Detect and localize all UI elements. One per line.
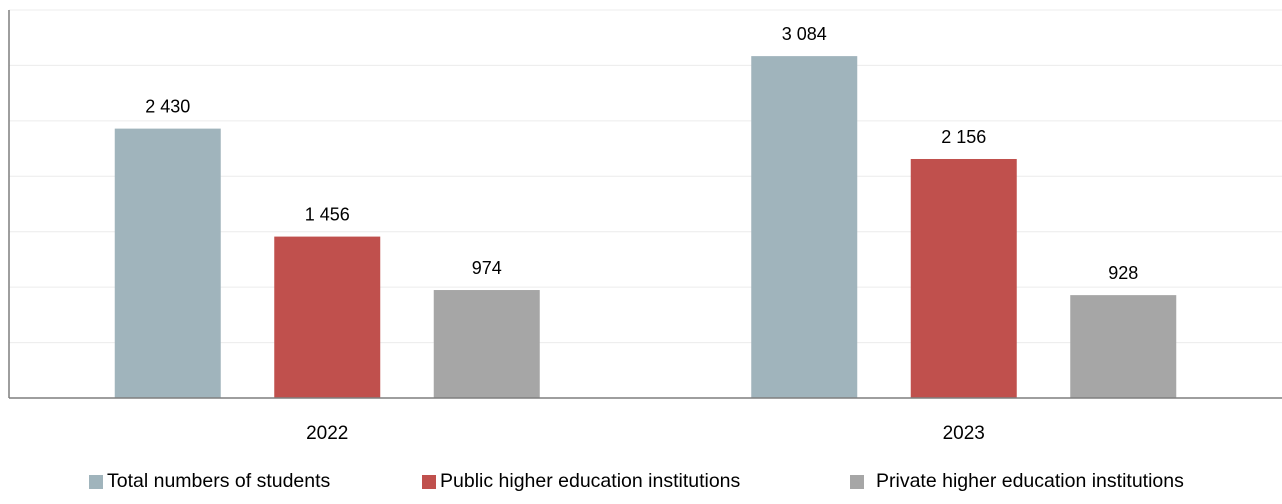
data-label-private-2022: 974 — [472, 258, 502, 278]
legend-swatch-public — [422, 475, 436, 489]
bar-private-2023 — [1070, 295, 1176, 398]
legend-label-public: Public higher education institutions — [440, 470, 740, 493]
bar-chart: 2 430 1 456 974 3 084 2 156 928 2022 2023 — [0, 0, 1282, 470]
data-label-public-2023: 2 156 — [941, 127, 986, 147]
bar-public-2023 — [911, 159, 1017, 398]
legend-item-total: Total numbers of students — [89, 470, 330, 493]
data-label-total-2023: 3 084 — [782, 24, 827, 44]
x-tick-label-2023: 2023 — [943, 423, 985, 444]
legend-swatch-private — [850, 475, 864, 489]
bar-total-2023 — [751, 56, 857, 398]
legend-label-total: Total numbers of students — [107, 470, 330, 493]
data-label-total-2022: 2 430 — [145, 97, 190, 117]
legend-item-private: Private higher education institutions — [850, 470, 1184, 493]
legend-label-private: Private higher education institutions — [876, 470, 1184, 493]
x-tick-labels: 2022 2023 — [306, 423, 985, 444]
legend-item-public: Public higher education institutions — [422, 470, 740, 493]
bar-private-2022 — [434, 290, 540, 398]
bar-total-2022 — [115, 129, 221, 398]
data-label-public-2022: 1 456 — [305, 205, 350, 225]
bars — [115, 56, 1177, 398]
legend-swatch-total — [89, 475, 103, 489]
x-tick-label-2022: 2022 — [306, 423, 348, 444]
legend: Total numbers of students Public higher … — [0, 470, 1282, 500]
bar-public-2022 — [274, 237, 380, 398]
data-label-private-2023: 928 — [1108, 263, 1138, 283]
